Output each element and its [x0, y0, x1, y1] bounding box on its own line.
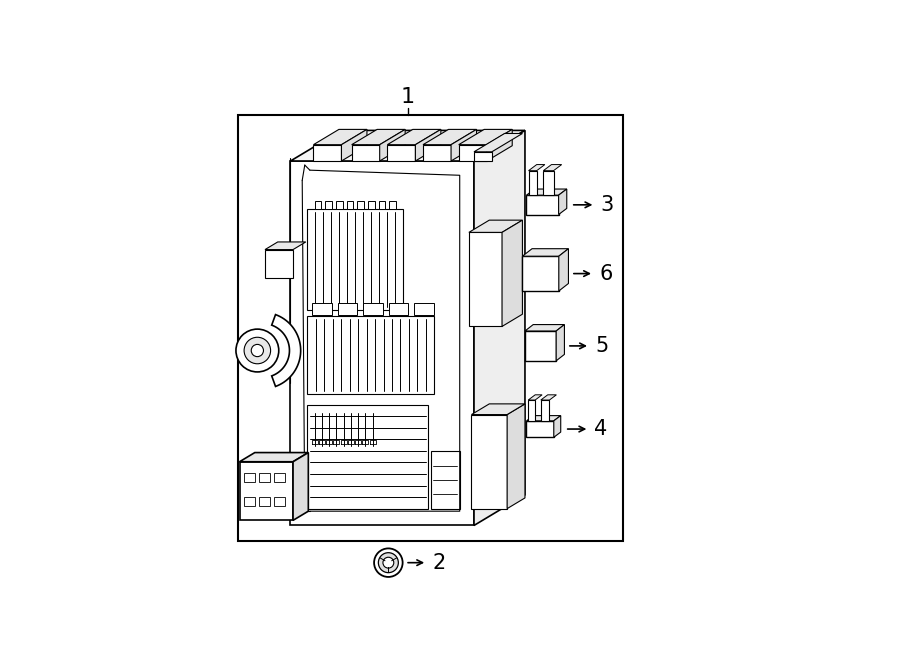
- Polygon shape: [368, 201, 374, 209]
- Polygon shape: [313, 145, 341, 161]
- Polygon shape: [341, 129, 367, 161]
- Polygon shape: [541, 395, 556, 400]
- Text: 5: 5: [595, 336, 608, 356]
- Polygon shape: [293, 453, 309, 520]
- Polygon shape: [336, 201, 343, 209]
- Polygon shape: [469, 220, 522, 232]
- Bar: [238, 115, 624, 541]
- Polygon shape: [541, 400, 550, 421]
- Circle shape: [236, 329, 279, 372]
- Polygon shape: [291, 130, 525, 161]
- Polygon shape: [265, 242, 306, 250]
- Polygon shape: [544, 165, 562, 171]
- Bar: [389, 303, 409, 315]
- Polygon shape: [528, 165, 544, 171]
- Text: 1: 1: [400, 87, 415, 107]
- Polygon shape: [507, 404, 525, 508]
- Polygon shape: [474, 130, 525, 526]
- Polygon shape: [469, 232, 502, 326]
- Polygon shape: [387, 129, 441, 145]
- Polygon shape: [526, 189, 567, 195]
- Polygon shape: [390, 201, 396, 209]
- Polygon shape: [325, 201, 332, 209]
- Circle shape: [382, 557, 394, 568]
- Polygon shape: [525, 324, 564, 331]
- Polygon shape: [459, 145, 487, 161]
- Polygon shape: [346, 201, 354, 209]
- Polygon shape: [274, 496, 285, 506]
- Polygon shape: [259, 496, 270, 506]
- Polygon shape: [244, 496, 255, 506]
- Polygon shape: [423, 145, 451, 161]
- Polygon shape: [379, 201, 385, 209]
- Bar: [414, 303, 434, 315]
- Polygon shape: [265, 250, 293, 277]
- Polygon shape: [307, 209, 403, 310]
- Circle shape: [251, 344, 264, 357]
- Circle shape: [244, 337, 271, 364]
- Polygon shape: [556, 324, 564, 361]
- Polygon shape: [239, 453, 309, 462]
- Bar: [312, 303, 332, 315]
- Polygon shape: [357, 201, 364, 209]
- Polygon shape: [352, 129, 405, 145]
- Polygon shape: [559, 189, 567, 214]
- Polygon shape: [559, 249, 569, 291]
- Polygon shape: [315, 201, 321, 209]
- Circle shape: [374, 548, 402, 577]
- Polygon shape: [291, 161, 474, 526]
- Polygon shape: [554, 416, 561, 438]
- Polygon shape: [352, 145, 380, 161]
- Polygon shape: [472, 404, 525, 414]
- Polygon shape: [526, 416, 561, 421]
- Polygon shape: [380, 129, 405, 161]
- Circle shape: [378, 553, 399, 573]
- Text: 3: 3: [600, 195, 614, 215]
- Bar: [338, 303, 357, 315]
- Polygon shape: [528, 400, 536, 421]
- Polygon shape: [474, 134, 522, 152]
- Polygon shape: [244, 473, 255, 482]
- Polygon shape: [307, 316, 435, 394]
- Polygon shape: [423, 129, 476, 145]
- Bar: [364, 303, 382, 315]
- Polygon shape: [259, 473, 270, 482]
- Polygon shape: [274, 473, 285, 482]
- Polygon shape: [528, 395, 542, 400]
- Polygon shape: [502, 220, 522, 326]
- Polygon shape: [526, 421, 554, 438]
- Polygon shape: [522, 249, 569, 256]
- Polygon shape: [526, 195, 559, 214]
- Polygon shape: [525, 331, 556, 361]
- Polygon shape: [459, 129, 512, 145]
- Polygon shape: [416, 129, 441, 161]
- Polygon shape: [451, 129, 476, 161]
- Polygon shape: [313, 129, 367, 145]
- Polygon shape: [307, 404, 428, 508]
- Polygon shape: [487, 129, 512, 161]
- Polygon shape: [272, 314, 301, 387]
- Polygon shape: [239, 462, 293, 520]
- Polygon shape: [522, 256, 559, 291]
- Polygon shape: [472, 414, 507, 508]
- Polygon shape: [528, 171, 536, 195]
- Text: 6: 6: [599, 263, 612, 283]
- Polygon shape: [474, 152, 491, 161]
- Text: 4: 4: [594, 419, 608, 439]
- Polygon shape: [431, 451, 460, 508]
- Text: 2: 2: [432, 553, 446, 573]
- Polygon shape: [544, 171, 554, 195]
- Polygon shape: [387, 145, 416, 161]
